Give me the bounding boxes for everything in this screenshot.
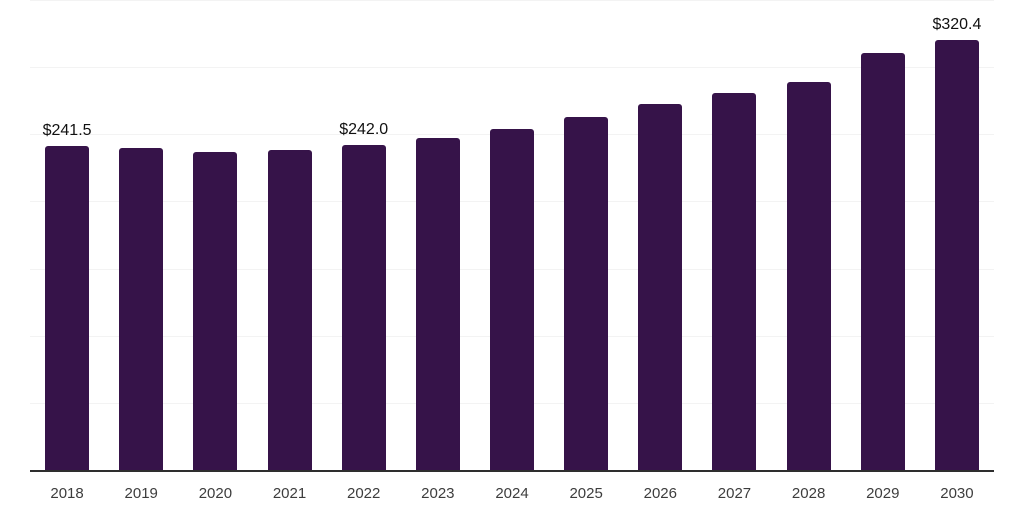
bar-2028: [786, 81, 831, 470]
bar-2023: [415, 138, 460, 470]
x-tick-2019: 2019: [124, 485, 158, 502]
bar-2021: [267, 150, 312, 470]
bar-2027: [712, 92, 757, 470]
x-tick-2026: 2026: [643, 485, 677, 502]
x-tick-2028: 2028: [791, 485, 826, 502]
bar-2020: [193, 152, 238, 470]
x-axis-line: [30, 470, 994, 472]
gridline-300: [30, 67, 994, 69]
bar-2026: [638, 104, 683, 470]
bar-2025: [564, 116, 609, 470]
bar-2024: [490, 128, 534, 470]
x-tick-2030: 2030: [940, 485, 974, 502]
bar-2019: [119, 148, 164, 470]
x-tick-2029: 2029: [866, 485, 900, 502]
x-tick-2020: 2020: [198, 485, 233, 502]
gridline-350: [30, 0, 994, 1]
x-tick-2018: 2018: [50, 485, 84, 502]
data-label-2030: $320.4: [932, 15, 982, 33]
bar-2022: [341, 145, 386, 470]
x-tick-2022: 2022: [347, 485, 381, 502]
x-tick-2025: 2025: [569, 485, 603, 502]
bar-2018: [45, 145, 90, 470]
x-tick-2024: 2024: [495, 485, 529, 502]
x-tick-2023: 2023: [421, 485, 455, 502]
x-tick-2021: 2021: [272, 485, 307, 502]
x-tick-2027: 2027: [717, 485, 752, 502]
bar-2029: [860, 53, 905, 470]
data-label-2022: $242.0: [339, 121, 389, 139]
plot-area: $241.5 $242.0 $320.4: [30, 0, 994, 472]
x-axis-labels: 2018 2019 2020 2021 2022 2023 2024 2025 2026 2027…: [30, 472, 994, 512]
data-label-2018: $241.5: [42, 121, 92, 139]
bar-2030: [934, 39, 979, 470]
